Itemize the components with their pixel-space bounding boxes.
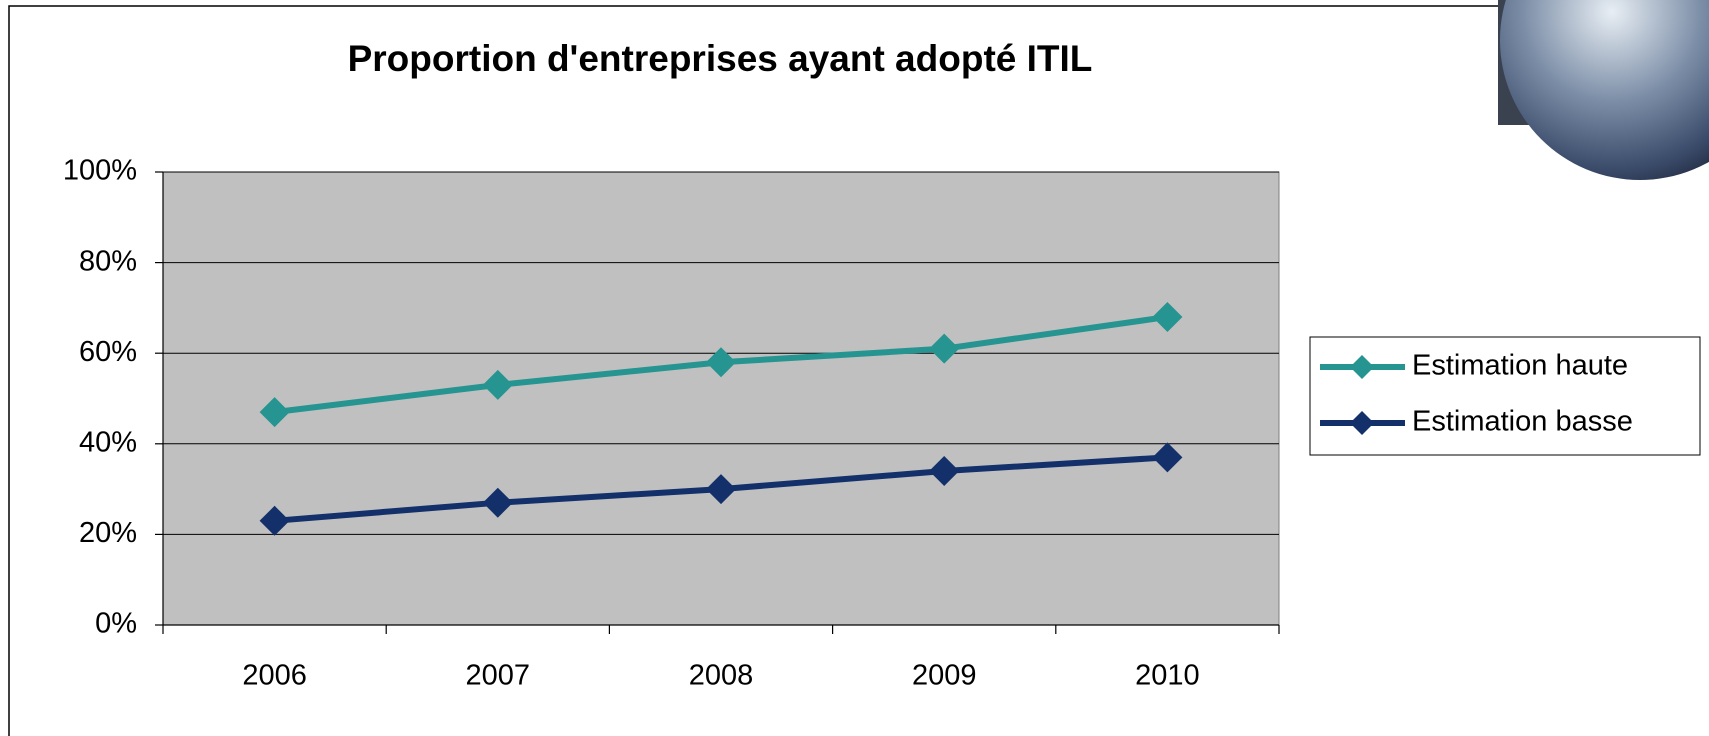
point-marker [929,455,960,486]
y-tick-label: 80% [79,245,137,277]
point-marker [482,487,513,518]
point-marker [706,347,736,378]
point-marker [929,333,960,364]
point-marker [482,369,513,400]
point-marker [706,474,736,505]
point-marker [1152,442,1183,473]
y-tick-label: 40% [79,426,137,458]
legend-marker [1350,355,1374,379]
legend-label: Estimation haute [1412,350,1628,382]
point-marker [259,505,290,536]
chart-title: Proportion d'entreprises ayant adopté IT… [348,38,1093,79]
y-tick-label: 60% [79,336,137,368]
chart-frame [8,5,1500,736]
x-tick-label: 2009 [912,660,977,692]
x-tick-label: 2008 [689,660,754,692]
y-tick-label: 0% [95,608,137,640]
legend-marker [1350,411,1374,435]
point-marker [259,397,290,428]
plot-area [162,171,1280,626]
x-tick-label: 2010 [1135,660,1200,692]
legend-label: Estimation basse [1412,406,1633,438]
y-tick-label: 20% [79,517,137,549]
y-tick-label: 100% [63,155,137,187]
point-marker [1152,301,1183,332]
legend [1309,336,1701,456]
x-tick-label: 2006 [242,660,307,692]
earth-picture [1498,0,1709,180]
x-tick-label: 2007 [466,660,531,692]
